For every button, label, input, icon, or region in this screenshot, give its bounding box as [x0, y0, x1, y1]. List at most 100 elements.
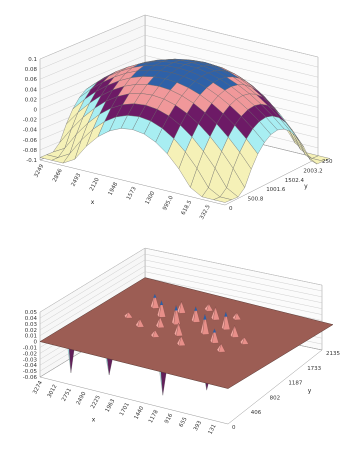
surface-plot-2-canvas: 0.050.040.030.020.010-0.01-0.02-0.03-0.0… [23, 247, 340, 436]
plot1-y-tick-label: 500.8 [248, 197, 264, 203]
plot2-z-tick-label: -0.06 [23, 375, 38, 381]
plot2-spike-up [206, 303, 214, 312]
plot2-gridline [39, 271, 323, 336]
plot2-gridline [39, 247, 323, 313]
plot1-z-tick-label: -0.1 [26, 158, 37, 164]
plot2-spike-up [213, 306, 220, 321]
plot1-x-tick-label: 618.5 [181, 199, 194, 216]
plot1-x-tick-label: 2120 [89, 177, 101, 193]
plot2-spike-up [202, 314, 210, 335]
plot2-z-tick-label: -0.04 [23, 363, 38, 369]
plot2-spike-tip [174, 305, 178, 311]
plot1-surface-cell [39, 154, 59, 161]
surface-plot-2: 0.05 0.04 0.03 0.02 0.01 0 -0.01 -0.02 -0.03 -0.0… [0, 231, 343, 462]
plot2-spike-up [223, 311, 231, 331]
plot1-y-tick-label: 1502.4 [285, 178, 305, 184]
plot2-spike-up [173, 305, 181, 325]
plot2-y-tick-label: 1187 [288, 381, 302, 387]
plot2-spike-up [232, 325, 239, 338]
plot2-spike-up [125, 311, 133, 319]
plot2-plane [39, 277, 334, 389]
plot1-z-tick-label: 0.04 [25, 87, 38, 93]
plot2-spike-up [241, 336, 249, 345]
plot2-x-tick-label: 2751 [61, 387, 73, 402]
plot2-z-tick-label: -0.05 [23, 369, 38, 375]
plot2-spike-up [152, 294, 160, 309]
plot2-spike-up [157, 316, 165, 329]
plot1-x-tick-label: 995.0 [162, 195, 175, 212]
plot1-x-tick-label: 2493 [70, 172, 82, 188]
plot2-x-axis-label: x [92, 416, 96, 423]
surface-plot-1: 0.1 0.08 0.06 0.04 0.02 0 -0.02 -0.04 -0.06 -0.08… [23, 14, 333, 221]
plot2-x-tick-label: 2225 [90, 394, 102, 410]
plot1-gridline [39, 34, 319, 80]
plot2-spike-up [176, 322, 183, 337]
plot1-gridline [39, 24, 319, 70]
plot2-x-tick-label: 131 [207, 424, 217, 436]
plot1-z-tick-label: 0.1 [28, 57, 37, 63]
surface-plot-1-canvas: 0.1 0.08 0.06 0.04 0.02 0 -0.02 -0.04 -0.06 -0.08… [23, 14, 333, 221]
plot2-spike-up [159, 300, 166, 318]
plot1-x-tick-label: 3249 [33, 163, 45, 179]
plot2-spike-up [152, 329, 160, 338]
plot1-x-tick-label: 2866 [52, 168, 64, 184]
plot1-x-tick-label: 1948 [107, 181, 119, 197]
plot1-z-tick-label: 0 [34, 108, 38, 114]
plot1-y-tick-label: 1001.6 [266, 187, 286, 193]
plot2-spike-tip [153, 294, 157, 298]
plot2-z-tick-label: 0.04 [25, 316, 38, 322]
plot2-z-tick-label: 0.02 [25, 328, 37, 334]
plot1-gridline [39, 14, 319, 60]
plot2-x-tick-label: 1178 [148, 409, 160, 425]
plot2-x-tick-label: 3012 [47, 384, 59, 399]
plot2-spike-up [137, 318, 145, 328]
plot2-x-tick-label: 916 [164, 412, 174, 425]
plot2-spike-tip [224, 311, 228, 317]
plot1-z-tick-label: -0.08 [23, 148, 38, 154]
plot2-gridline [39, 265, 323, 330]
plot1-gridline [39, 45, 319, 90]
plot2-z-tick-label: 0.03 [25, 322, 38, 328]
plot2-spike-tip [212, 328, 217, 333]
plot1-z-tick-label: -0.02 [23, 118, 37, 124]
plot2-x-tick-label: 1701 [119, 402, 131, 417]
plot2-spike-up [212, 328, 219, 344]
plot2-spike-up [178, 335, 186, 346]
plot1-x-tick-label: 1300 [144, 190, 156, 206]
plot1-z-tick-label: -0.04 [23, 128, 38, 134]
plot1-x-tick-label: 332.5 [199, 204, 212, 221]
plot1-gridline [39, 55, 319, 100]
plot2-z-tick-label: -0.02 [23, 351, 37, 357]
plot2-y-axis-label: y [308, 387, 312, 394]
plot2-y-tick-label: 0 [232, 425, 236, 431]
plot2-spike-tip [159, 300, 164, 305]
plot2-x-tick-label: 1440 [133, 405, 145, 421]
plot2-y-tick-label: 1733 [307, 366, 321, 372]
plot1-y-tick-label: 2003.2 [303, 168, 322, 174]
plot1-z-tick-label: 0.08 [25, 67, 38, 73]
plot1-z-tick-label: -0.06 [23, 138, 38, 144]
plot1-x-tick-label: 1573 [126, 186, 138, 202]
plot2-spike-up [234, 312, 242, 321]
plot2-x-tick-label: 1963 [105, 398, 117, 414]
plot2-spike-up [218, 343, 226, 353]
plot2-x-tick-label: 655 [178, 416, 188, 429]
plot2-spike-up [178, 300, 186, 314]
plot1-y-axis-label: y [304, 183, 308, 190]
plot1-y-tick-label: 250 [322, 159, 333, 165]
plot1-z-tick-label: 0.06 [25, 77, 38, 83]
plot2-x-tick-label: 2490 [76, 391, 88, 407]
plot2-x-tick-label: 3274 [32, 380, 44, 396]
plot2-spike-tip [194, 306, 198, 311]
plot2-z-tick-label: -0.01 [23, 346, 37, 352]
plot2-y-tick-label: 406 [251, 410, 262, 416]
plot1-x-axis-label: x [91, 199, 95, 206]
plot2-y-tick-label: 802 [270, 395, 281, 401]
plot1-y-tick-label: 0 [229, 206, 233, 212]
plot2-gridline [39, 259, 323, 325]
plot2-y-tick-label: 2135 [326, 351, 340, 357]
plot2-z-tick-label: 0.01 [25, 334, 37, 340]
plot1-z-tick-label: 0.02 [25, 97, 37, 103]
plot2-z-tick-label: 0.05 [25, 310, 38, 316]
plot2-spike-up [193, 306, 201, 323]
